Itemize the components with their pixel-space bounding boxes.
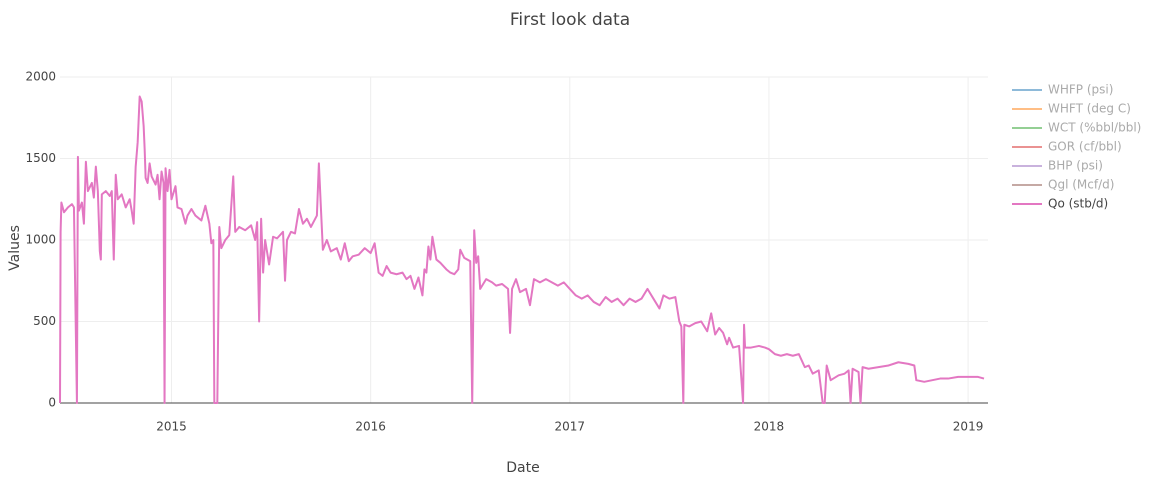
y-tick-label: 0 <box>48 396 56 410</box>
chart-title: First look data <box>510 10 630 30</box>
data-line <box>59 95 985 404</box>
x-tick-label: 2019 <box>953 420 984 434</box>
legend-label[interactable]: GOR (cf/bbl) <box>1048 140 1122 154</box>
y-tick-label: 2000 <box>25 70 56 84</box>
x-tick-label: 2015 <box>156 420 187 434</box>
legend-label[interactable]: WHFP (psi) <box>1048 83 1113 97</box>
legend-label[interactable]: BHP (psi) <box>1048 159 1103 173</box>
legend-label[interactable]: Qgl (Mcf/d) <box>1048 178 1114 192</box>
legend-label[interactable]: WHFT (deg C) <box>1048 102 1131 116</box>
y-tick-label: 1000 <box>25 233 56 247</box>
y-tick-label: 1500 <box>25 151 56 165</box>
x-axis-label: Date <box>506 460 539 476</box>
legend-label[interactable]: Qo (stb/d) <box>1048 197 1108 211</box>
x-tick-label: 2016 <box>355 420 386 434</box>
x-tick-label: 2017 <box>555 420 586 434</box>
x-tick-label: 2018 <box>754 420 785 434</box>
legend-label[interactable]: WCT (%bbl/bbl) <box>1048 121 1141 135</box>
y-axis-label: Values <box>7 225 23 271</box>
y-tick-label: 500 <box>33 314 56 328</box>
